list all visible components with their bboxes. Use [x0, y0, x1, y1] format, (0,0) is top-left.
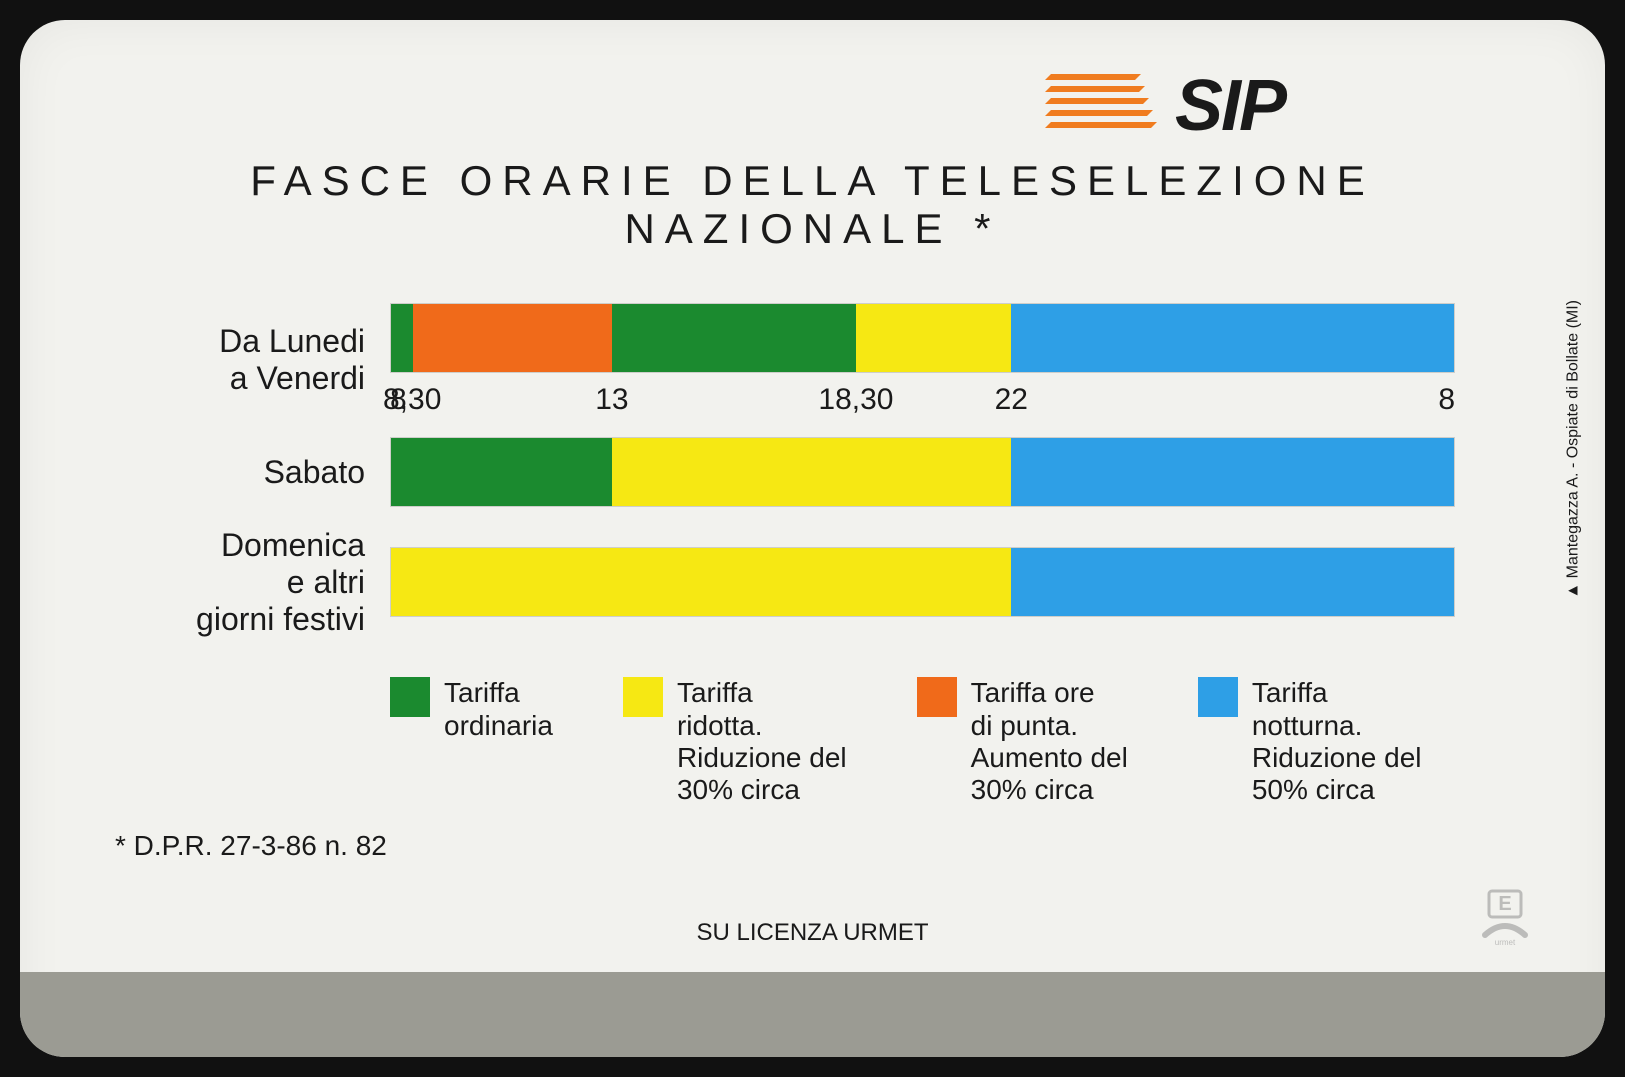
printer-credit: ▲ Mantegazza A. - Ospiate di Bollate (MI…: [1565, 300, 1583, 599]
legend-text: Tariffa oredi punta.Aumento del30% circa: [971, 677, 1128, 806]
bar-segment: [391, 304, 413, 372]
bar-wrap: [390, 547, 1455, 617]
chart-row: Domenicae altrigiorni festivi: [110, 527, 1455, 637]
logo-row: SIP: [80, 65, 1545, 147]
bar-wrap: 88,301318,30228: [390, 303, 1455, 417]
legend-item: Tariffaridotta.Riduzione del30% circa: [623, 677, 847, 806]
sip-logo-bars-icon: [1045, 74, 1165, 139]
bar-segment: [391, 438, 612, 506]
legend-item: Tariffaordinaria: [390, 677, 553, 806]
license-text: SU LICENZA URMET: [696, 919, 928, 947]
row-label: Sabato: [110, 454, 390, 491]
bar-segment: [413, 304, 612, 372]
legend: Tariffaordinaria Tariffaridotta.Riduzione…: [80, 677, 1545, 806]
tick-label: 13: [595, 383, 628, 417]
tick-row: 88,301318,30228: [390, 373, 1455, 417]
tick-label: 8,30: [383, 383, 441, 417]
magnetic-stripe: [20, 972, 1605, 1057]
bar-segment: [612, 304, 856, 372]
row-label: Da Lunedia Venerdi: [110, 323, 390, 397]
legend-text: Tariffanotturna.Riduzione del50% circa: [1252, 677, 1422, 806]
bar-segment: [1011, 304, 1454, 372]
legend-swatch: [1198, 677, 1238, 717]
bar-segment: [612, 438, 1011, 506]
legend-swatch: [917, 677, 957, 717]
legend-item: Tariffa oredi punta.Aumento del30% circa: [917, 677, 1128, 806]
chart-row: Da Lunedia Venerdi88,301318,30228: [110, 303, 1455, 417]
urmet-icon: E urmet: [1475, 887, 1535, 947]
footnote: * D.P.R. 27-3-86 n. 82: [115, 830, 387, 862]
tick-label: 22: [995, 383, 1028, 417]
legend-swatch: [390, 677, 430, 717]
bar-wrap: [390, 437, 1455, 507]
timeline-bar: [390, 303, 1455, 373]
sip-logo-text: SIP: [1175, 65, 1285, 147]
bar-segment: [1011, 548, 1454, 616]
timeline-bar: [390, 547, 1455, 617]
legend-item: Tariffanotturna.Riduzione del50% circa: [1198, 677, 1422, 806]
timeline-bar: [390, 437, 1455, 507]
tick-label: 8: [1438, 383, 1455, 417]
legend-text: Tariffaordinaria: [444, 677, 553, 741]
svg-text:urmet: urmet: [1495, 938, 1516, 947]
chart-row: Sabato: [110, 437, 1455, 507]
phone-card: SIP FASCE ORARIE DELLA TELESELEZIONE NAZ…: [20, 20, 1605, 1057]
bar-segment: [391, 548, 1011, 616]
tick-label: 18,30: [818, 383, 893, 417]
svg-text:E: E: [1498, 893, 1511, 915]
bar-segment: [1011, 438, 1454, 506]
row-label: Domenicae altrigiorni festivi: [110, 527, 390, 637]
bar-segment: [856, 304, 1011, 372]
chart-title: FASCE ORARIE DELLA TELESELEZIONE NAZIONA…: [80, 157, 1545, 253]
timeline-chart: Da Lunedia Venerdi88,301318,30228SabatoD…: [80, 303, 1545, 637]
legend-swatch: [623, 677, 663, 717]
legend-text: Tariffaridotta.Riduzione del30% circa: [677, 677, 847, 806]
